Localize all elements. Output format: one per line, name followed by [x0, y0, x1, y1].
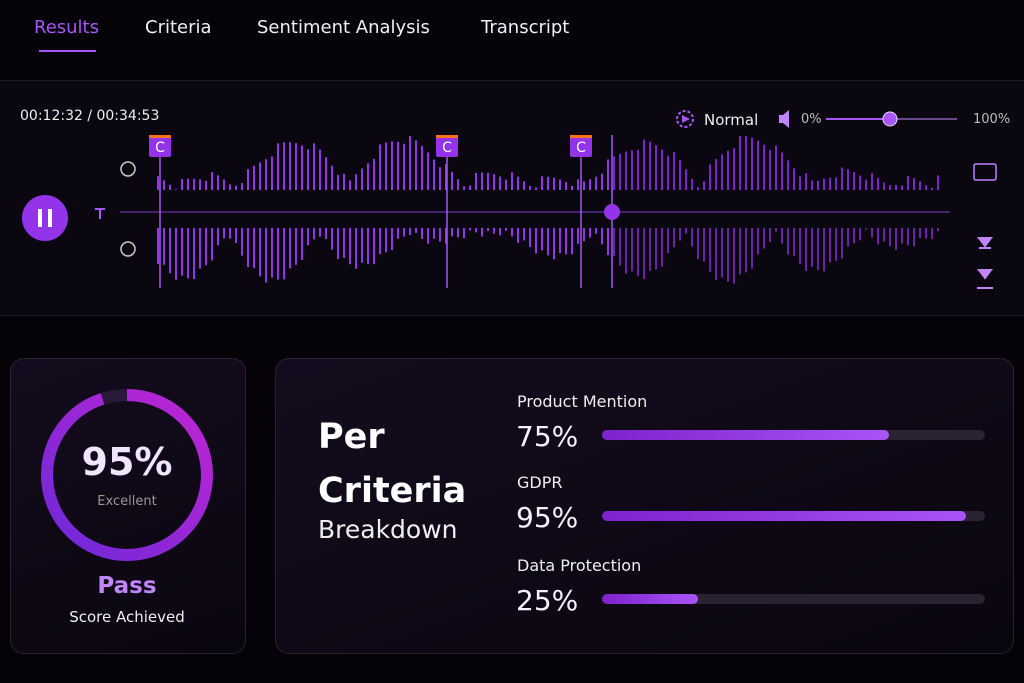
result: Pass — [97, 573, 157, 599]
time: 00:12:32 / 00:34:53 — [20, 108, 160, 124]
marker-flag — [570, 135, 592, 138]
customer-icon — [120, 241, 136, 257]
criterion-name: GDPR — [517, 473, 563, 492]
pause-button[interactable] — [22, 195, 68, 241]
pause-icon — [48, 209, 52, 227]
bar — [602, 511, 966, 521]
breakdown-card — [275, 358, 1014, 654]
speed[interactable]: Normal — [704, 111, 759, 129]
marker — [436, 135, 458, 157]
score-value: 95% — [81, 440, 173, 484]
tab-underline — [39, 50, 96, 52]
download-icon[interactable] — [977, 269, 993, 289]
score-ring — [41, 389, 213, 561]
playhead-knob — [604, 204, 620, 220]
tab[interactable]: Criteria — [145, 17, 212, 38]
tab[interactable]: Results — [34, 17, 99, 38]
tab[interactable]: Sentiment Analysis — [257, 17, 430, 38]
pause-icon — [38, 209, 42, 227]
bar — [602, 430, 890, 440]
bar — [602, 594, 698, 604]
criterion-name: Product Mention — [517, 392, 648, 411]
speed-icon — [682, 115, 690, 123]
marker — [149, 135, 171, 157]
speed-icon[interactable] — [676, 110, 694, 128]
marker-label: C — [155, 140, 165, 156]
volume-min: 0% — [801, 112, 822, 127]
tag-icon — [95, 208, 105, 219]
marker — [570, 135, 592, 157]
comment-icon[interactable] — [973, 163, 997, 181]
criterion-value: 95% — [516, 501, 579, 534]
volume-icon[interactable] — [779, 110, 789, 128]
marker-flag — [436, 135, 458, 138]
volume-knob[interactable] — [882, 111, 898, 127]
breakdown-subtitle: Breakdown — [318, 515, 458, 544]
marker-flag — [149, 135, 171, 138]
tab[interactable]: Transcript — [481, 17, 570, 38]
caption: Score Achieved — [69, 608, 185, 626]
marker-label: C — [576, 140, 586, 156]
score-rating: Excellent — [97, 494, 157, 509]
volume-max: 100% — [973, 112, 1011, 127]
breakdown-title: Per Criteria — [318, 417, 467, 511]
criterion-value: 75% — [516, 420, 579, 453]
marker-label: C — [442, 140, 452, 156]
criterion-name: Data Protection — [517, 556, 642, 575]
agent-icon — [120, 161, 136, 177]
criterion-value: 25% — [516, 584, 579, 617]
ring-fill — [41, 389, 213, 561]
bar-track — [602, 594, 985, 604]
download-icon[interactable] — [977, 237, 993, 249]
